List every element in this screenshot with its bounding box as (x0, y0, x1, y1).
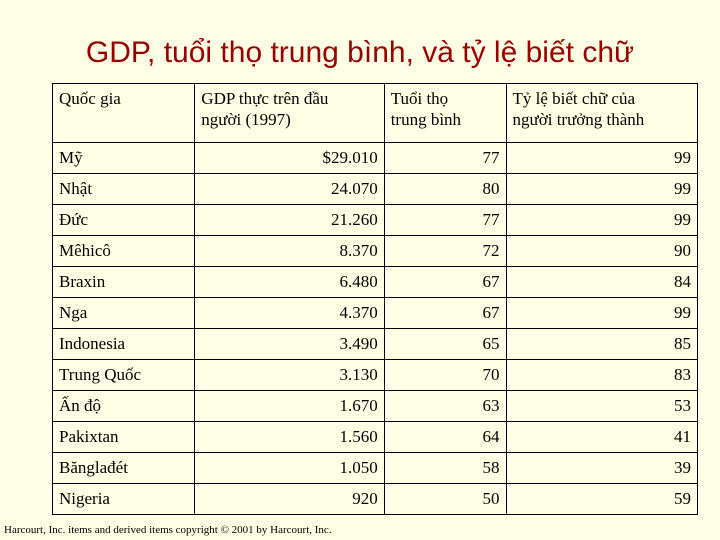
cell-literacy: 90 (505, 235, 699, 267)
cell-literacy: 99 (505, 204, 699, 236)
cell-gdp: 1.560 (194, 421, 385, 453)
cell-literacy: 99 (505, 142, 699, 174)
cell-country: Bănglađét (51, 452, 196, 484)
table-row: Đức 21.260 77 99 (51, 204, 699, 236)
cell-life-expectancy: 72 (383, 235, 507, 267)
table-header-row: Quốc gia GDP thực trên đầu người (1997) … (51, 83, 699, 143)
cell-country: Ấn độ (51, 390, 196, 422)
table-body: Mỹ $29.010 77 99 Nhật 24.070 80 99 Đức 21.260 77 99… (51, 142, 699, 515)
cell-gdp: $29.010 (194, 142, 385, 174)
header-line: người (1997) (201, 110, 291, 129)
cell-life-expectancy: 63 (383, 390, 507, 422)
cell-life-expectancy: 65 (383, 328, 507, 360)
cell-life-expectancy: 50 (383, 483, 507, 515)
header-line: người trưởng thành (512, 110, 645, 129)
header-country: Quốc gia (51, 83, 196, 143)
cell-gdp: 1.670 (194, 390, 385, 422)
cell-country: Trung Quốc (51, 359, 196, 391)
cell-country: Đức (51, 204, 196, 236)
header-literacy: Tỷ lệ biết chữ của người trưởng thành (505, 83, 699, 143)
cell-country: Nga (51, 297, 196, 329)
cell-life-expectancy: 58 (383, 452, 507, 484)
table-row: Nhật 24.070 80 99 (51, 173, 699, 205)
cell-country: Pakixtan (51, 421, 196, 453)
cell-country: Nhật (51, 173, 196, 205)
cell-country: Mỹ (51, 142, 196, 174)
cell-literacy: 39 (505, 452, 699, 484)
table-row: Nigeria 920 50 59 (51, 483, 699, 515)
cell-country: Braxin (51, 266, 196, 298)
table-row: Mỹ $29.010 77 99 (51, 142, 699, 174)
cell-country: Mêhicô (51, 235, 196, 267)
cell-gdp: 920 (194, 483, 385, 515)
cell-gdp: 24.070 (194, 173, 385, 205)
cell-life-expectancy: 67 (383, 266, 507, 298)
cell-life-expectancy: 77 (383, 204, 507, 236)
cell-gdp: 8.370 (194, 235, 385, 267)
header-line: Quốc gia (59, 89, 121, 108)
header-life-expectancy: Tuổi thọ trung bình (383, 83, 507, 143)
header-line: Tuổi thọ (390, 89, 449, 108)
cell-literacy: 84 (505, 266, 699, 298)
table-row: Trung Quốc 3.130 70 83 (51, 359, 699, 391)
cell-gdp: 1.050 (194, 452, 385, 484)
cell-literacy: 85 (505, 328, 699, 360)
page-title: GDP, tuổi thọ trung bình, và tỷ lệ biết … (85, 36, 635, 69)
cell-life-expectancy: 64 (383, 421, 507, 453)
cell-gdp: 3.130 (194, 359, 385, 391)
cell-life-expectancy: 77 (383, 142, 507, 174)
cell-literacy: 99 (505, 173, 699, 205)
cell-literacy: 41 (505, 421, 699, 453)
table-row: Mêhicô 8.370 72 90 (51, 235, 699, 267)
cell-gdp: 21.260 (194, 204, 385, 236)
cell-gdp: 6.480 (194, 266, 385, 298)
cell-literacy: 99 (505, 297, 699, 329)
data-table: Quốc gia GDP thực trên đầu người (1997) … (51, 83, 699, 515)
header-line: GDP thực trên đầu (201, 89, 329, 108)
cell-literacy: 53 (505, 390, 699, 422)
cell-gdp: 4.370 (194, 297, 385, 329)
cell-life-expectancy: 67 (383, 297, 507, 329)
cell-literacy: 83 (505, 359, 699, 391)
header-gdp: GDP thực trên đầu người (1997) (194, 83, 385, 143)
cell-life-expectancy: 80 (383, 173, 507, 205)
cell-gdp: 3.490 (194, 328, 385, 360)
table-row: Nga 4.370 67 99 (51, 297, 699, 329)
header-line: Tỷ lệ biết chữ của (512, 89, 636, 108)
cell-country: Indonesia (51, 328, 196, 360)
table-row: Pakixtan 1.560 64 41 (51, 421, 699, 453)
table-row: Bănglađét 1.050 58 39 (51, 452, 699, 484)
cell-literacy: 59 (505, 483, 699, 515)
cell-life-expectancy: 70 (383, 359, 507, 391)
table-row: Braxin 6.480 67 84 (51, 266, 699, 298)
header-line: trung bình (390, 110, 462, 129)
copyright-footer: Harcourt, Inc. items and derived items c… (4, 524, 332, 536)
table-row: Ấn độ 1.670 63 53 (51, 390, 699, 422)
cell-country: Nigeria (51, 483, 196, 515)
table-row: Indonesia 3.490 65 85 (51, 328, 699, 360)
